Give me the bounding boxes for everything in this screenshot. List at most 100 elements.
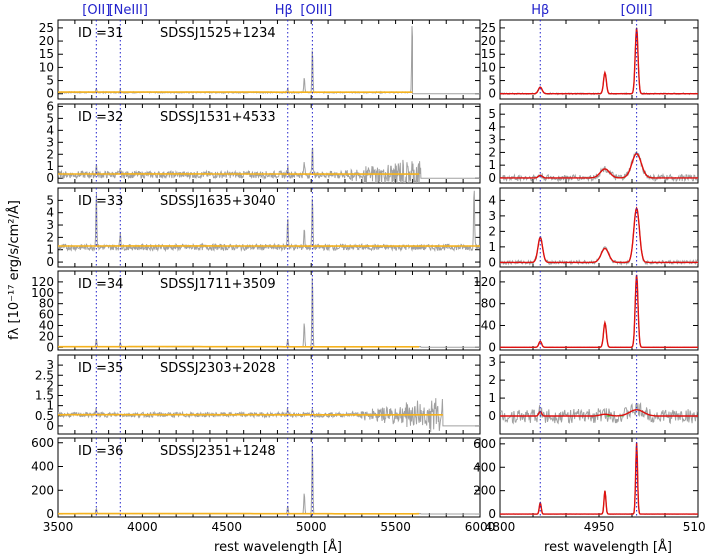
y-tick-label: 4 [488,193,496,207]
panel-id-label: ID =34 [78,277,123,292]
left-panel-frame [57,437,481,518]
y-tick-label: 1 [488,240,496,254]
x-tick-label: 4000 [127,520,158,534]
right-panel-frame [499,354,699,435]
y-tick-label: 4 [46,206,54,220]
right-panel-frame [499,19,699,100]
y-tick-label: 5 [46,193,54,207]
left-panel-plot-area [58,438,480,517]
x-tick-label: 5100 [683,520,706,534]
x-tick-label: 4950 [584,520,615,534]
panel-object-name: SDSSJ1531+4533 [160,110,276,125]
y-tick-label: 5 [488,107,496,121]
marker-label: [OIII] [621,3,653,18]
y-tick-label: 0 [488,87,496,101]
y-tick-label: 80 [39,297,54,311]
right-panel-frame [499,270,699,351]
y-tick-label: 3 [46,135,54,149]
y-tick-label: 2 [488,373,496,387]
right-panel-plot-area [500,104,698,183]
right-panel-frame [499,437,699,518]
x-tick-label: 5500 [380,520,411,534]
y-tick-label: 600 [31,436,54,450]
y-tick-label: 3 [488,209,496,223]
y-tick-label: 20 [39,329,54,343]
y-tick-label: 4 [46,123,54,137]
y-tick-label: 1 [488,158,496,172]
y-tick-label: 1.5 [35,389,54,403]
total-fit-line [500,442,698,515]
panel-object-name: SDSSJ1525+1234 [160,26,276,41]
x-axis-label-left: rest wavelength [Å] [214,539,342,555]
marker-label: [OII] [82,3,110,18]
data-line [500,27,698,96]
data-line [500,274,698,349]
left-panel-5: 00.511.522.53 ID =35 SDSSJ2303+2028 [35,354,481,435]
y-tick-label: 0 [46,340,54,354]
y-tick-label: 200 [31,483,54,497]
data-line [500,442,698,515]
y-tick-label: 0 [46,87,54,101]
x-tick-label: 6000 [465,520,496,534]
left-panel-frame [57,354,481,435]
y-tick-label: 2 [488,224,496,238]
panel-object-name: SDSSJ2351+1248 [160,444,276,459]
y-tick-label: 1 [488,391,496,405]
left-panel-frame [57,187,481,268]
y-tick-label: 0 [46,419,54,433]
marker-label: [OIII] [300,3,332,18]
right-panel-plot-area [500,355,698,434]
fit-component-line [599,321,611,348]
left-panel-plot-area [58,104,480,183]
y-tick-label: 4 [488,120,496,134]
y-tick-label: 3 [46,358,54,372]
left-panel-plot-area [58,271,480,350]
line-marker-labels-right: Hβ [OIII] [531,3,652,18]
y-tick-label: 20 [39,34,54,48]
y-tick-label: 0 [46,507,54,521]
y-tick-label: 0.5 [35,409,54,423]
line-marker-labels-left: [OII][NeIII] Hβ [OIII] [82,3,332,18]
y-tick-label: 120 [473,275,496,289]
y-tick-label: 2.5 [35,368,54,382]
y-tick-label: 400 [473,460,496,474]
y-tick-label: 600 [473,437,496,451]
y-tick-label: 2 [46,147,54,161]
panel-object-name: SDSSJ1711+3509 [160,277,276,292]
y-tick-label: 120 [31,275,54,289]
y-tick-label: 1 [46,399,54,413]
x-tick-label: 4500 [212,520,243,534]
right-panel-frame [499,103,699,184]
y-tick-label: 25 [481,21,496,35]
y-tick-label: 0 [488,507,496,521]
right-panel-frame [499,187,699,268]
panel-id-label: ID =31 [78,26,123,41]
marker-label: Hβ [531,3,549,18]
y-tick-label: 5 [488,74,496,88]
x-axis-label-right: rest wavelength [Å] [544,539,672,555]
y-tick-label: 400 [31,460,54,474]
left-panel-plot-area [58,20,480,99]
x-tick-label: 5000 [296,520,327,534]
marker-label: Hβ [275,3,293,18]
y-tick-label: 40 [481,318,496,332]
total-fit-line [500,409,698,417]
left-panel-frame [57,103,481,184]
left-panel-plot-area [58,188,480,267]
y-tick-label: 3 [488,355,496,369]
right-fit-column: 0510152025012345012340408012001230200400… [473,19,706,534]
right-panel-plot-area [500,438,698,517]
y-tick-label: 0 [488,255,496,269]
total-fit-line [500,27,698,95]
y-tick-label: 60 [39,308,54,322]
y-tick-label: 100 [31,286,54,300]
panel-id-label: ID =36 [78,444,123,459]
data-line [500,402,698,425]
y-tick-label: 1 [46,243,54,257]
y-tick-label: 3 [46,218,54,232]
panel-object-name: SDSSJ2303+2028 [160,361,276,376]
